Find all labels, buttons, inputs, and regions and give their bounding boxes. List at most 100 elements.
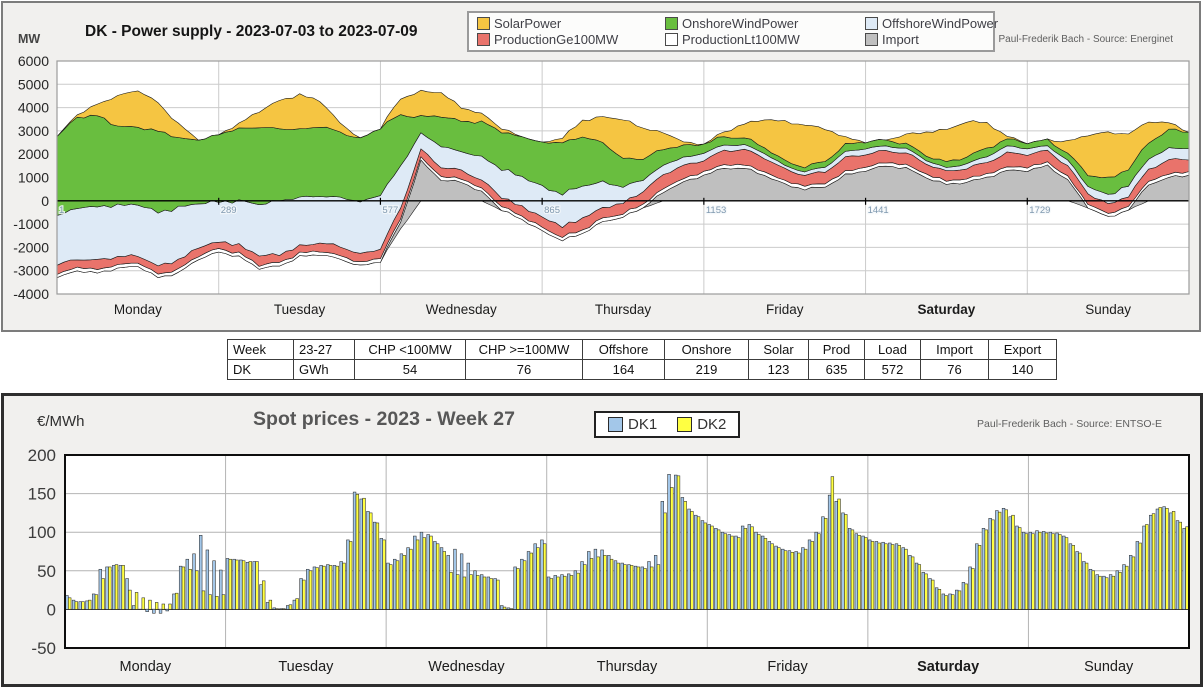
summary-table-header-cell: Export: [988, 339, 1057, 360]
bar-DK1: [1021, 531, 1026, 610]
bar-DK1: [761, 535, 765, 610]
bar-DK1: [546, 576, 551, 610]
bar-DK1: [1082, 561, 1086, 610]
bar-DK2: [1098, 575, 1102, 610]
bar-DK1: [1155, 508, 1160, 610]
bar-DK1: [593, 548, 598, 610]
power-y-tick-label: -4000: [13, 286, 49, 302]
bar-DK2: [255, 561, 259, 610]
bar-DK2: [623, 564, 627, 610]
bar-DK1: [774, 545, 778, 610]
bar-DK1: [553, 575, 557, 610]
power-day-label: Sunday: [1085, 302, 1131, 317]
bar-DK1: [1008, 516, 1012, 610]
bar-DK1: [968, 566, 972, 610]
bar-DK1: [1162, 506, 1166, 610]
summary-table-cell: GWh: [293, 359, 355, 380]
bar-DK2: [68, 597, 72, 610]
bar-DK1: [359, 498, 363, 610]
bar-DK1: [540, 539, 544, 610]
bar-DK1: [600, 549, 604, 610]
bar-DK2: [1058, 534, 1062, 610]
bar-DK1: [199, 535, 203, 610]
bar-DK2: [308, 570, 313, 610]
power-day-label: Saturday: [918, 302, 976, 317]
bar-DK2: [81, 601, 85, 610]
bar-DK1: [914, 562, 919, 610]
bar-DK1: [700, 520, 705, 610]
bar-DK1: [995, 510, 999, 610]
bar-DK2: [155, 602, 159, 610]
legend-item-DK2: DK2: [677, 416, 726, 433]
legend-label: ProductionGe100MW: [494, 32, 619, 47]
bar-DK2: [201, 590, 206, 610]
bar-DK2: [763, 538, 768, 610]
bar-DK2: [890, 544, 895, 610]
bar-DK1: [680, 497, 685, 610]
summary-table-cell: 635: [808, 359, 865, 380]
bar-DK1: [1169, 512, 1173, 610]
bar-DK2: [529, 552, 533, 610]
bar-DK1: [653, 555, 658, 610]
bar-DK2: [810, 541, 814, 610]
bar-DK2: [817, 533, 821, 610]
bar-DK2: [1138, 542, 1142, 610]
bar-DK1: [908, 555, 912, 610]
bar-DK2: [382, 539, 386, 610]
bar-DK1: [459, 553, 464, 610]
bar-DK2: [335, 565, 339, 610]
bar-DK2: [616, 562, 620, 610]
bar-DK2: [790, 551, 794, 610]
summary-table-cell: 123: [748, 359, 809, 380]
bar-DK2: [101, 578, 105, 610]
bar-DK1: [239, 559, 243, 610]
bar-DK2: [636, 566, 641, 610]
bar-DK1: [841, 512, 845, 610]
power-plot-frame: [56, 60, 1190, 295]
bar-DK1: [620, 562, 624, 610]
bar-DK1: [346, 539, 350, 610]
bar-DK1: [640, 566, 644, 610]
bar-DK1: [607, 555, 611, 610]
bar-DK2: [409, 548, 413, 610]
bar-DK2: [1145, 524, 1149, 610]
bar-DK2: [1018, 527, 1022, 610]
bar-DK2: [134, 592, 139, 610]
power-supply-legend: SolarPower OnshoreWindPower OffshoreWindPo…: [467, 11, 998, 52]
bar-DK1: [219, 569, 223, 610]
summary-table-cell: 572: [864, 359, 921, 380]
price-plot-background: [65, 455, 1189, 648]
bar-DK1: [366, 511, 370, 610]
bar-DK2: [964, 583, 968, 610]
bar-DK2: [456, 574, 460, 610]
price-y-tick-label: 150: [28, 485, 56, 504]
price-y-tick-label: 200: [28, 446, 56, 465]
bar-DK2: [522, 560, 527, 610]
price-day-label: Wednesday: [428, 659, 505, 675]
bar-DK2: [208, 594, 212, 610]
bar-DK1: [1115, 570, 1119, 610]
bar-DK1: [921, 572, 925, 610]
bar-DK2: [743, 528, 748, 610]
bar-DK2: [1185, 526, 1189, 610]
bar-DK1: [145, 609, 149, 612]
summary-table-cell: 54: [354, 359, 466, 380]
bar-DK1: [1055, 532, 1059, 610]
bar-DK1: [848, 528, 852, 610]
bar-DK2: [1078, 552, 1082, 610]
bar-DK2: [977, 545, 982, 610]
bar-DK1: [720, 531, 725, 610]
bar-DK1: [934, 587, 939, 610]
bar-DK2: [295, 598, 299, 610]
bar-DK2: [770, 543, 774, 610]
bar-DK1: [265, 602, 270, 610]
bar-DK1: [312, 566, 317, 610]
bar-DK2: [108, 566, 112, 610]
power-y-tick-label: -3000: [13, 263, 49, 279]
bar-DK2: [824, 518, 828, 610]
bar-DK2: [88, 599, 92, 610]
bar-DK2: [737, 537, 741, 610]
bar-DK1: [520, 558, 524, 610]
bar-DK2: [951, 594, 955, 610]
bar-DK2: [924, 573, 928, 610]
